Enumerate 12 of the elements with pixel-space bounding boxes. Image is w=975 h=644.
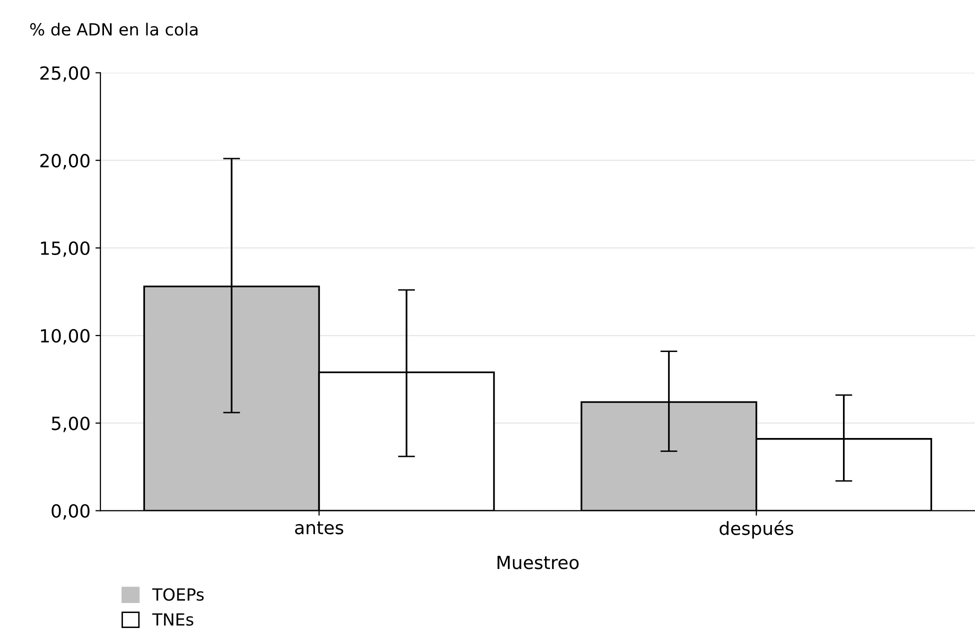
x-tick-label: antes: [295, 521, 344, 534]
y-tick-label: 15,00: [40, 241, 90, 257]
y-tick-label: 5,00: [52, 416, 90, 432]
y-axis-title: % de ADN en la cola: [30, 22, 198, 36]
y-tick-label: 10,00: [40, 328, 90, 344]
x-tick-label: después: [720, 520, 794, 539]
y-tick-label: 25,00: [40, 66, 90, 82]
y-tick-label: 20,00: [40, 154, 90, 170]
legend-label: TOEPs: [152, 588, 204, 601]
legend-label: TNEs: [152, 613, 194, 626]
x-axis-title: Muestreo: [498, 556, 579, 570]
y-tick-label: 0,00: [52, 504, 90, 520]
